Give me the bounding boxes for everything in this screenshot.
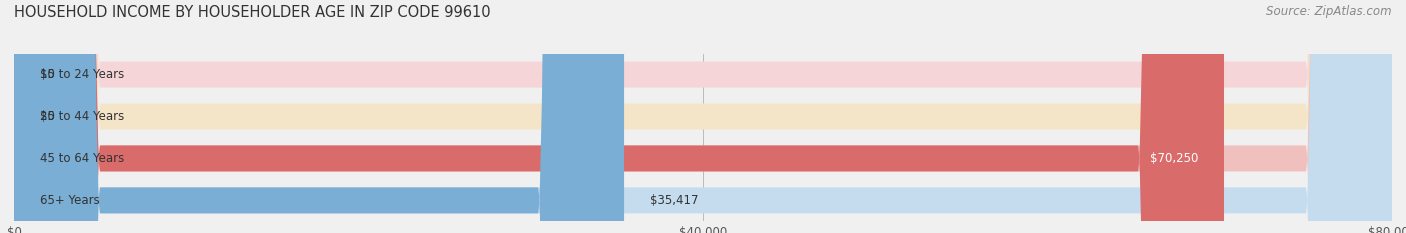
Text: $70,250: $70,250 xyxy=(1150,152,1198,165)
FancyBboxPatch shape xyxy=(14,0,1392,233)
Text: $0: $0 xyxy=(39,110,55,123)
FancyBboxPatch shape xyxy=(14,0,1392,233)
Text: 15 to 24 Years: 15 to 24 Years xyxy=(39,68,124,81)
Text: 65+ Years: 65+ Years xyxy=(39,194,100,207)
FancyBboxPatch shape xyxy=(14,0,1392,233)
Text: 45 to 64 Years: 45 to 64 Years xyxy=(39,152,124,165)
Text: 25 to 44 Years: 25 to 44 Years xyxy=(39,110,124,123)
Text: $35,417: $35,417 xyxy=(650,194,699,207)
Text: $0: $0 xyxy=(39,68,55,81)
Text: Source: ZipAtlas.com: Source: ZipAtlas.com xyxy=(1267,5,1392,18)
FancyBboxPatch shape xyxy=(14,0,1392,233)
FancyBboxPatch shape xyxy=(14,0,1225,233)
FancyBboxPatch shape xyxy=(14,0,624,233)
Text: HOUSEHOLD INCOME BY HOUSEHOLDER AGE IN ZIP CODE 99610: HOUSEHOLD INCOME BY HOUSEHOLDER AGE IN Z… xyxy=(14,5,491,20)
